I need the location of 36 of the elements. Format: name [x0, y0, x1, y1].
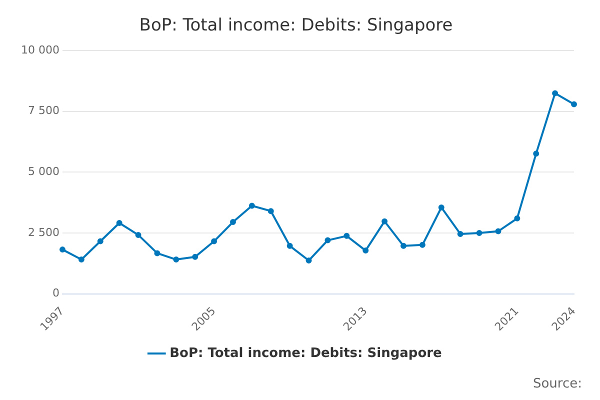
- point: [135, 232, 142, 238]
- point: [268, 208, 274, 214]
- point: [438, 204, 444, 210]
- point: [533, 150, 540, 157]
- point: [248, 202, 255, 209]
- y-tick-label: 10 000: [20, 43, 60, 56]
- point: [419, 242, 426, 248]
- point: [230, 219, 236, 226]
- legend-label: BoP: Total income: Debits: Singapore: [170, 346, 442, 361]
- point: [457, 230, 464, 237]
- point: [400, 242, 406, 249]
- point: [476, 230, 482, 236]
- point: [382, 218, 388, 224]
- point: [514, 215, 520, 222]
- point: [552, 90, 558, 96]
- point: [97, 238, 104, 244]
- point: [571, 101, 577, 108]
- point: [324, 237, 331, 244]
- point: [306, 258, 312, 264]
- y-tick-label: 0: [52, 286, 60, 300]
- point: [344, 232, 350, 239]
- point: [362, 248, 369, 254]
- source-note: Source:: [532, 376, 582, 392]
- y-tick-label: 2 500: [28, 226, 60, 239]
- point: [116, 220, 122, 226]
- y-tick-label: 5 000: [28, 164, 60, 178]
- chart-title: BoP: Total income: Debits: Singapore: [139, 16, 453, 36]
- point: [211, 238, 218, 244]
- point: [154, 250, 160, 256]
- point: [192, 254, 198, 260]
- point: [173, 256, 180, 263]
- point: [59, 246, 66, 253]
- point: [78, 256, 84, 263]
- point: [495, 228, 502, 234]
- point: [286, 242, 293, 249]
- y-tick-label: 7 500: [28, 104, 60, 118]
